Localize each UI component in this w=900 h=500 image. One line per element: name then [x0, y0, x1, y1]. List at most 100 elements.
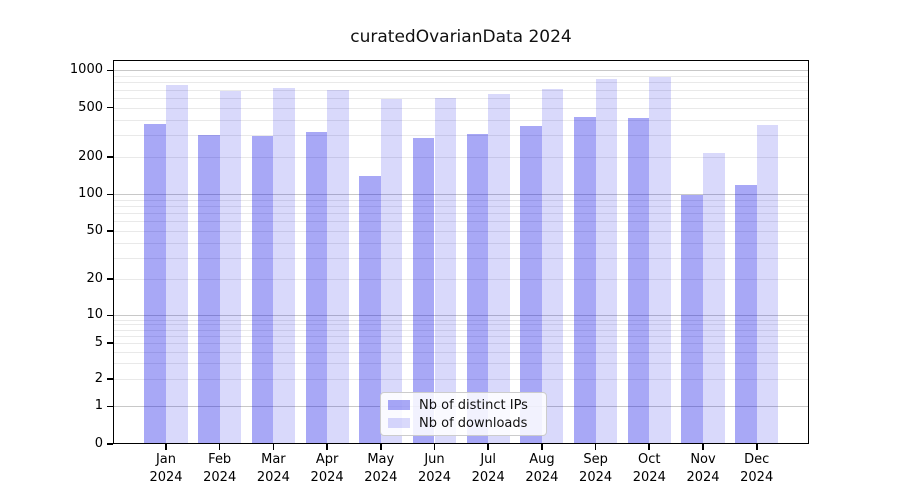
x-tick-mark-11 — [702, 444, 704, 450]
gridline-10 — [113, 315, 809, 317]
bar-jan-2024-downloads — [166, 84, 188, 444]
x-tick-mark-8 — [541, 444, 543, 450]
x-tick-label-jul: Jul 2024 — [471, 452, 505, 485]
gridline-50 — [113, 230, 809, 232]
gridline-900 — [113, 76, 809, 78]
x-tick-mark-4 — [326, 444, 328, 450]
bar-jul-2024-ips — [466, 134, 489, 444]
y-tick-mark-5 — [107, 342, 113, 344]
x-tick-label-aug: Aug 2024 — [525, 452, 559, 485]
y-tick-mark-10 — [107, 314, 113, 317]
gridline-2 — [113, 379, 809, 380]
bar-jun-2024-ips — [412, 138, 435, 444]
y-tick-mark-20 — [107, 278, 113, 280]
bar-nov-2024-downloads — [703, 153, 725, 444]
bar-dec-2024-downloads — [756, 125, 779, 444]
gridline-5 — [113, 342, 809, 344]
y-tick-mark-100 — [107, 193, 113, 196]
gridline-3 — [113, 363, 809, 364]
chart-title: curatedOvarianData 2024 — [350, 27, 572, 47]
x-tick-mark-10 — [648, 444, 651, 450]
bar-mar-2024-ips — [251, 136, 274, 444]
y-tick-label-5: 5 — [94, 334, 103, 350]
gridline-1000 — [113, 70, 809, 72]
gridline-40 — [113, 242, 809, 244]
x-tick-mark-2 — [218, 444, 221, 450]
y-tick-label-20: 20 — [86, 271, 103, 286]
x-tick-mark-6 — [433, 444, 436, 450]
gridline-800 — [113, 82, 809, 84]
x-tick-mark-12 — [755, 444, 758, 450]
gridline-70 — [113, 213, 809, 215]
bar-dec-2024-ips — [735, 184, 757, 444]
gridline-20 — [113, 279, 809, 280]
legend: Nb of distinct IPs Nb of downloads — [380, 392, 547, 436]
bar-aug-2024-downloads — [541, 88, 564, 444]
y-tick-label-0: 0 — [94, 436, 103, 451]
x-tick-label-nov: Nov 2024 — [686, 452, 720, 485]
gridline-600 — [113, 97, 809, 99]
gridline-4 — [113, 351, 809, 353]
x-tick-label-may: May 2024 — [364, 452, 398, 485]
gridline-700 — [113, 89, 809, 91]
y-tick-label-2: 2 — [94, 371, 103, 386]
legend-label-downloads: Nb of downloads — [419, 415, 528, 431]
x-tick-label-jan: Jan 2024 — [149, 452, 183, 485]
x-tick-label-feb: Feb 2024 — [203, 452, 237, 485]
y-tick-mark-1000 — [107, 69, 113, 72]
bar-jan-2024-ips — [144, 123, 166, 444]
bar-oct-2024-downloads — [649, 77, 671, 444]
plot-area — [113, 60, 809, 444]
legend-item-downloads: Nb of downloads — [388, 416, 538, 431]
gridline-100 — [113, 194, 809, 196]
bar-oct-2024-ips — [627, 117, 650, 444]
legend-label-distinct-ips: Nb of distinct IPs — [419, 397, 528, 413]
bar-feb-2024-downloads — [219, 90, 242, 444]
gridline-9 — [113, 319, 809, 321]
gridline-7 — [113, 329, 809, 331]
bar-nov-2024-ips — [681, 194, 703, 444]
gridline-8 — [113, 324, 809, 326]
bar-may-2024-ips — [359, 175, 381, 444]
bar-sep-2024-ips — [574, 116, 596, 444]
y-tick-mark-2 — [107, 378, 113, 380]
x-tick-label-apr: Apr 2024 — [310, 452, 344, 485]
y-tick-label-100: 100 — [78, 186, 103, 202]
y-tick-mark-500 — [107, 106, 113, 109]
x-tick-mark-1 — [165, 444, 167, 450]
x-tick-label-dec: Dec 2024 — [740, 452, 774, 485]
bar-jun-2024-downloads — [434, 97, 457, 444]
gridline-30 — [113, 257, 809, 259]
y-tick-label-1000: 1000 — [69, 62, 103, 78]
y-tick-mark-0 — [107, 443, 113, 445]
x-tick-label-mar: Mar 2024 — [256, 452, 290, 485]
y-tick-label-10: 10 — [86, 307, 103, 323]
gridline-80 — [113, 206, 809, 208]
bar-apr-2024-ips — [305, 131, 328, 444]
bar-apr-2024-downloads — [327, 90, 349, 444]
legend-item-distinct-ips: Nb of distinct IPs — [388, 398, 538, 413]
y-tick-label-500: 500 — [78, 99, 103, 115]
legend-swatch-downloads — [388, 418, 410, 428]
y-tick-mark-200 — [107, 156, 113, 158]
x-tick-mark-9 — [594, 444, 597, 450]
bar-mar-2024-downloads — [273, 88, 295, 444]
y-tick-mark-1 — [107, 405, 113, 408]
bar-jul-2024-downloads — [488, 94, 510, 444]
gridline-200 — [113, 157, 809, 159]
x-tick-mark-3 — [272, 444, 275, 450]
gridline-6 — [113, 335, 809, 337]
bar-aug-2024-ips — [520, 126, 542, 444]
y-tick-mark-50 — [107, 230, 113, 232]
gridline-60 — [113, 221, 809, 223]
bar-may-2024-downloads — [380, 98, 403, 444]
y-tick-label-1: 1 — [94, 398, 103, 414]
x-tick-mark-5 — [379, 444, 382, 450]
gridline-400 — [113, 119, 809, 121]
bar-sep-2024-downloads — [595, 78, 618, 444]
bar-feb-2024-ips — [198, 135, 220, 444]
x-tick-label-oct: Oct 2024 — [632, 452, 666, 485]
y-tick-label-200: 200 — [78, 149, 103, 165]
x-tick-label-jun: Jun 2024 — [417, 452, 452, 485]
